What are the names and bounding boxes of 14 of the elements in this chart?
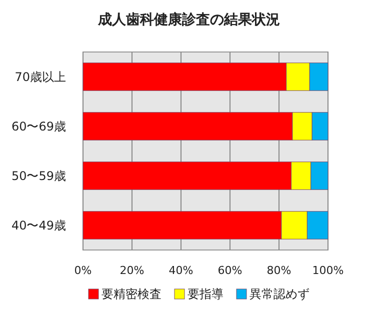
x-tick-label: 0% <box>74 264 92 277</box>
y-tick-label: 40〜49歳 <box>11 218 66 232</box>
chart-title: 成人歯科健康診査の結果状況 <box>97 11 280 28</box>
x-tick-label: 20% <box>120 264 144 277</box>
y-tick-label: 60〜69歳 <box>11 119 66 134</box>
legend-label: 異常認めず <box>250 287 310 301</box>
legend-label: 要指導 <box>188 287 224 301</box>
x-tick-label: 100% <box>312 264 344 277</box>
legend-label: 要精密検査 <box>102 287 162 301</box>
x-tick-label: 40% <box>168 264 194 277</box>
x-tick-label: 60% <box>218 264 242 277</box>
x-tick-label: 80% <box>266 264 292 277</box>
y-tick-label: 70歳以上 <box>14 70 66 84</box>
y-tick-label: 50〜59歳 <box>11 168 66 183</box>
